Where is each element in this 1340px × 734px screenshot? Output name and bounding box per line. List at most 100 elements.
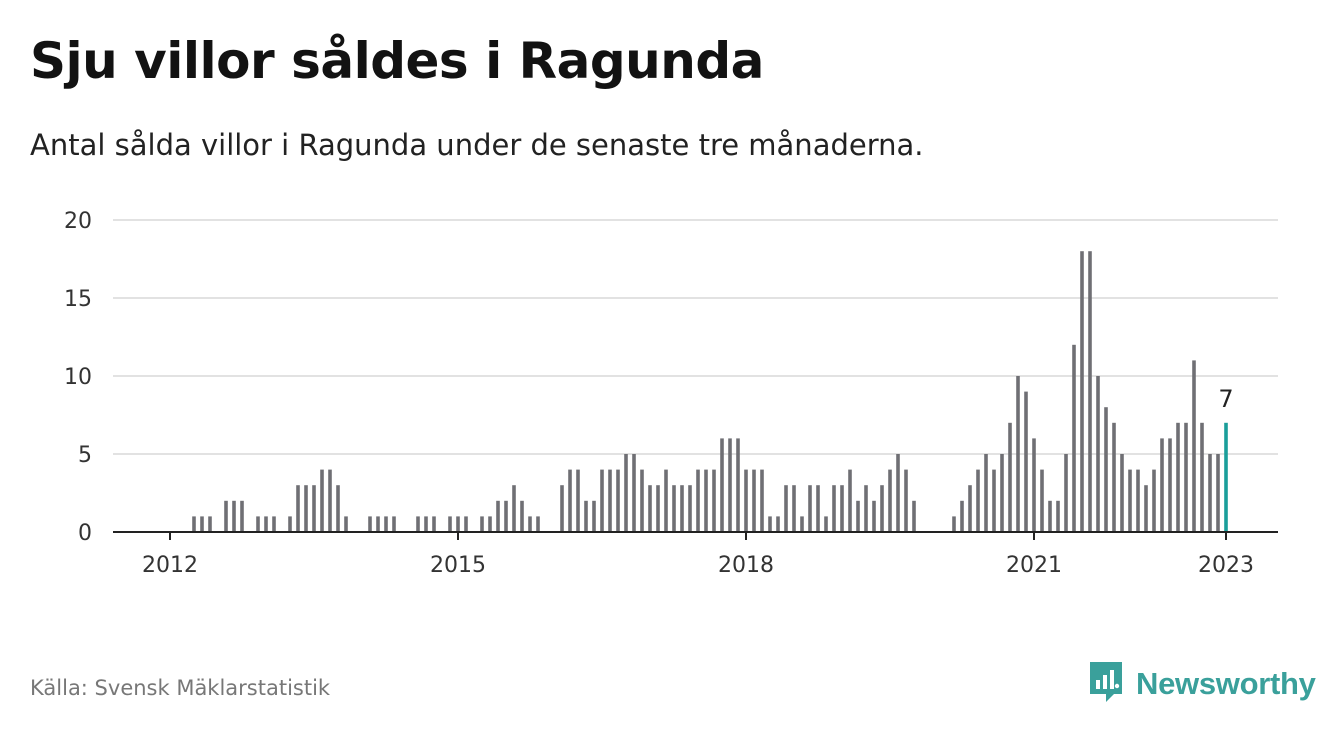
bar	[312, 485, 316, 532]
bar	[1080, 251, 1084, 532]
bar	[1184, 422, 1188, 532]
bar	[456, 516, 460, 532]
bar	[344, 516, 348, 532]
bar	[464, 516, 468, 532]
bar	[840, 485, 844, 532]
bar	[648, 485, 652, 532]
bar	[576, 469, 580, 532]
bar	[1176, 422, 1180, 532]
bar	[888, 469, 892, 532]
bar	[880, 485, 884, 532]
bar	[496, 500, 500, 532]
bar	[1128, 469, 1132, 532]
bar	[968, 485, 972, 532]
bar	[1160, 438, 1164, 532]
bar	[608, 469, 612, 532]
bar	[1040, 469, 1044, 532]
bar	[1208, 454, 1212, 532]
bar	[320, 469, 324, 532]
bar	[1056, 500, 1060, 532]
bar	[808, 485, 812, 532]
bar	[824, 516, 828, 532]
bar	[696, 469, 700, 532]
bar	[1144, 485, 1148, 532]
bar	[688, 485, 692, 532]
bar	[1048, 500, 1052, 532]
bar	[584, 500, 588, 532]
bar	[768, 516, 772, 532]
bar	[264, 516, 268, 532]
bar	[304, 485, 308, 532]
bar	[232, 500, 236, 532]
bar	[1088, 251, 1092, 532]
bar	[1112, 422, 1116, 532]
bar	[864, 485, 868, 532]
bar	[336, 485, 340, 532]
bar	[600, 469, 604, 532]
bar	[960, 500, 964, 532]
bar	[368, 516, 372, 532]
bar	[200, 516, 204, 532]
bar	[640, 469, 644, 532]
bar	[744, 469, 748, 532]
chart-subtitle: Antal sålda villor i Ragunda under de se…	[30, 128, 924, 162]
bar	[912, 500, 916, 532]
bar	[728, 438, 732, 532]
bar	[488, 516, 492, 532]
bar	[800, 516, 804, 532]
y-tick-label: 20	[64, 209, 92, 234]
bar	[1024, 391, 1028, 532]
bar	[792, 485, 796, 532]
bar	[632, 454, 636, 532]
bar	[680, 485, 684, 532]
bar	[1216, 454, 1220, 532]
bar	[952, 516, 956, 532]
bar	[296, 485, 300, 532]
bar	[568, 469, 572, 532]
bar	[208, 516, 212, 532]
y-tick-label: 0	[78, 521, 92, 546]
bar	[736, 438, 740, 532]
bar	[1064, 454, 1068, 532]
bar	[720, 438, 724, 532]
bar	[224, 500, 228, 532]
brand-logo[interactable]: Newsworthy	[1088, 660, 1316, 708]
bar	[776, 516, 780, 532]
bar	[480, 516, 484, 532]
bar	[560, 485, 564, 532]
bar	[448, 516, 452, 532]
bar	[624, 454, 628, 532]
x-tick-label: 2023	[1198, 553, 1254, 578]
bar	[1032, 438, 1036, 532]
bar	[1152, 469, 1156, 532]
bar	[504, 500, 508, 532]
bar	[832, 485, 836, 532]
bar	[328, 469, 332, 532]
bar	[424, 516, 428, 532]
bar	[1008, 422, 1012, 532]
bar	[376, 516, 380, 532]
bar	[528, 516, 532, 532]
bar	[240, 500, 244, 532]
newsworthy-logo-icon	[1088, 660, 1124, 708]
bar	[1000, 454, 1004, 532]
bar	[1120, 454, 1124, 532]
bar	[1072, 344, 1076, 532]
bar	[384, 516, 388, 532]
x-tick-label: 2021	[1006, 553, 1062, 578]
bar	[704, 469, 708, 532]
bar	[1168, 438, 1172, 532]
bar	[520, 500, 524, 532]
bar	[904, 469, 908, 532]
bar	[664, 469, 668, 532]
bar	[1104, 407, 1108, 532]
bar	[432, 516, 436, 532]
bar	[872, 500, 876, 532]
y-tick-label: 10	[64, 365, 92, 390]
bar	[976, 469, 980, 532]
bar	[1136, 469, 1140, 532]
y-tick-label: 5	[78, 443, 92, 468]
bar	[752, 469, 756, 532]
bar	[984, 454, 988, 532]
bar	[672, 485, 676, 532]
